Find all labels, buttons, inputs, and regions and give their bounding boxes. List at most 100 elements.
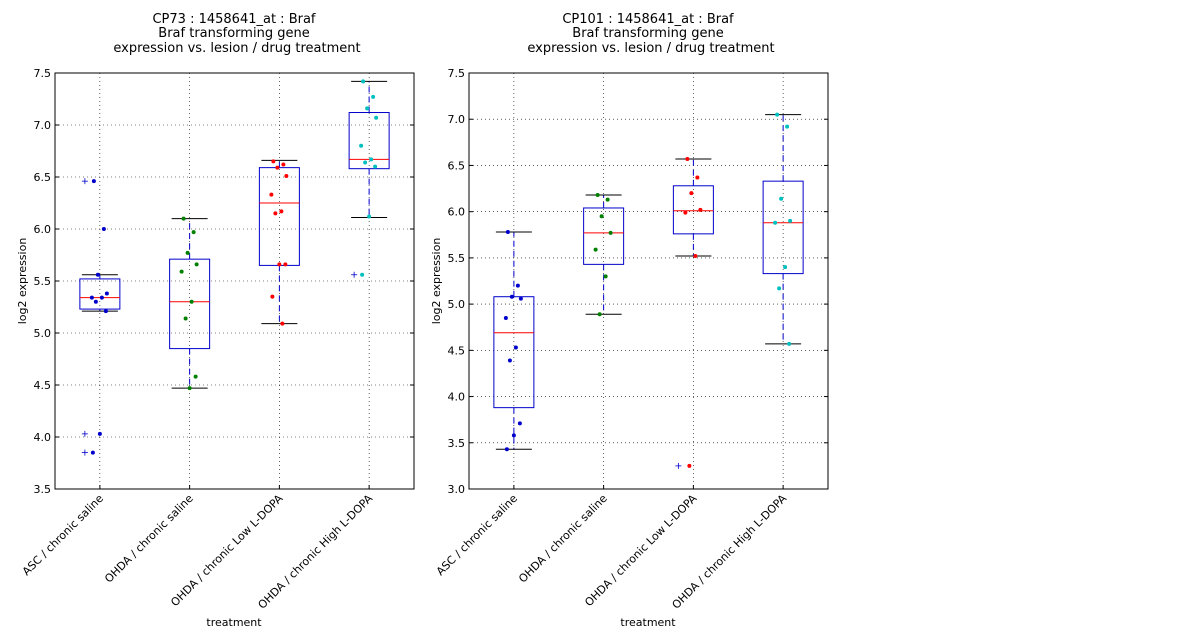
x-axis-label: treatment <box>206 616 262 629</box>
data-point <box>593 247 598 252</box>
data-point <box>365 106 370 111</box>
plot-area: 3.5 4.0 4.5 5.0 5.5 6.0 6.5 7.0 7.5 ASC / chronic… <box>20 67 415 612</box>
data-point <box>369 157 374 162</box>
data-point <box>773 220 778 225</box>
data-point <box>374 115 379 120</box>
data-point <box>683 210 688 215</box>
axes-frame <box>468 72 829 490</box>
data-point <box>193 374 198 379</box>
data-point <box>605 197 610 202</box>
y-tick-label: 5.5 <box>448 252 466 265</box>
y-tick-label: 3.5 <box>448 437 466 450</box>
data-point <box>360 272 365 277</box>
y-tick-label: 7.5 <box>34 67 52 80</box>
chart-title-line-3: expression vs. lesion / drug treatment <box>527 41 774 56</box>
data-point <box>270 294 275 299</box>
y-tick-label: 4.5 <box>448 344 466 357</box>
x-axis-label: treatment <box>620 616 676 629</box>
data-point <box>271 159 276 164</box>
y-axis-label: log2 expression <box>430 238 443 325</box>
data-point <box>277 262 282 267</box>
y-tick-label: 3.0 <box>448 483 466 496</box>
data-point <box>275 165 280 170</box>
data-point <box>179 269 184 274</box>
axes-frame <box>54 72 415 490</box>
data-point <box>89 295 94 300</box>
y-axis-label: log2 expression <box>16 238 29 325</box>
y-tick-label: 3.5 <box>34 483 52 496</box>
data-point <box>698 207 703 212</box>
y-tick-label: 4.5 <box>34 379 52 392</box>
data-point <box>505 230 510 235</box>
data-point <box>693 254 698 259</box>
data-point <box>283 262 288 267</box>
data-point <box>783 265 788 270</box>
data-point <box>787 341 792 346</box>
data-point <box>504 447 509 452</box>
data-point <box>101 227 106 231</box>
data-point <box>91 179 96 184</box>
data-point <box>273 211 278 216</box>
box <box>583 207 625 265</box>
data-point <box>511 433 516 438</box>
plot-area: 3.0 3.5 4.0 4.5 5.0 5.5 6.0 6.5 7.0 7.5 ASC / chro… <box>434 67 829 612</box>
data-point <box>517 421 522 426</box>
x-tick-label: ASC / chronic saline <box>434 492 520 578</box>
data-point <box>687 463 692 468</box>
chart-title-line-3: expression vs. lesion / drug treatment <box>113 41 360 56</box>
chart-title-line-2: Braf transforming gene <box>572 26 723 41</box>
data-point <box>597 312 602 317</box>
data-point <box>99 295 104 300</box>
box <box>348 112 390 170</box>
box <box>169 258 211 350</box>
data-point <box>269 192 274 197</box>
data-point <box>187 386 192 391</box>
data-point <box>685 156 690 161</box>
data-point <box>513 345 518 350</box>
y-tick-label: 5.5 <box>34 275 52 288</box>
data-point <box>779 196 784 201</box>
data-point <box>785 124 790 129</box>
chart-title-line-1: CP101 : 1458641_at : Braf <box>562 12 734 27</box>
data-point <box>194 262 199 267</box>
data-point <box>104 291 109 296</box>
x-tick-label: ASC / chronic saline <box>20 492 106 578</box>
data-point <box>507 358 512 363</box>
y-tick-label: 6.5 <box>34 171 52 184</box>
chart-title-line-1: CP73 : 1458641_at : Braf <box>152 12 315 27</box>
data-point <box>361 79 366 84</box>
chart-title-line-2: Braf transforming gene <box>158 26 309 41</box>
chart-cp101: CP101 : 1458641_at : Braf Braf transform… <box>430 12 829 629</box>
data-point <box>181 216 186 221</box>
box <box>672 185 714 235</box>
data-point <box>371 94 376 99</box>
data-point <box>367 214 372 219</box>
data-point <box>279 209 284 214</box>
y-tick-label: 4.0 <box>34 431 52 444</box>
data-point <box>373 164 378 169</box>
y-tick-label: 7.0 <box>448 113 466 126</box>
data-point <box>777 286 782 291</box>
y-tick-label: 5.0 <box>34 327 52 340</box>
data-point <box>509 294 514 299</box>
box <box>79 278 121 310</box>
data-point <box>281 162 286 167</box>
data-point <box>788 218 793 223</box>
y-tick-label: 7.5 <box>448 67 466 80</box>
data-point <box>103 309 108 314</box>
data-point <box>363 160 368 165</box>
box <box>762 180 804 275</box>
data-point <box>189 299 194 304</box>
data-point <box>515 283 520 288</box>
data-point <box>503 315 508 320</box>
data-point <box>359 143 364 148</box>
data-point <box>608 230 613 235</box>
y-tick-label: 5.0 <box>448 298 466 311</box>
data-point <box>93 299 98 304</box>
data-point <box>689 191 694 196</box>
y-tick-label: 7.0 <box>34 119 52 132</box>
chart-cp73: CP73 : 1458641_at : Braf Braf transformi… <box>16 12 415 629</box>
x-tick-label: OHDA / chronic saline <box>516 492 610 586</box>
data-point <box>95 272 100 277</box>
